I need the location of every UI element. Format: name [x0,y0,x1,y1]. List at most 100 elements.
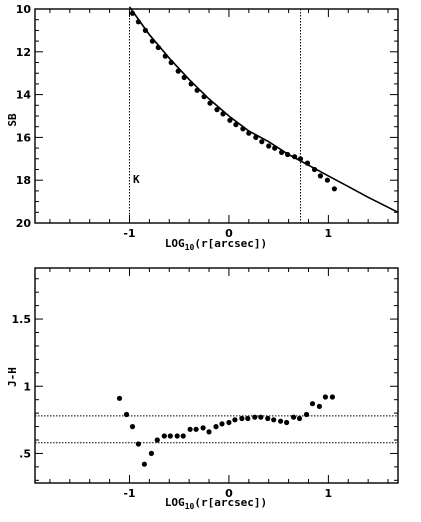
data-point [180,433,186,439]
data-point [246,130,252,136]
data-point [148,450,154,456]
data-point [187,426,193,432]
model-curve [128,6,399,214]
data-point [142,27,148,33]
x-tick-label: 1 [325,227,333,240]
reference-lines [128,9,302,223]
data-point [245,415,251,422]
data-point [206,429,212,435]
data-point [181,74,187,81]
data-point [309,401,316,407]
data-points-group [116,394,335,467]
data-point [331,186,337,192]
x-axis-label-rest: (r[arcsec]) [194,237,267,250]
data-point [278,418,284,424]
x-axis-label-main: LOG [165,237,185,250]
y-tick-label: 10 [16,3,32,16]
data-point [239,415,245,422]
band-annotation: K [133,173,140,186]
x-tick-label: -1 [123,487,135,500]
data-point [252,414,258,420]
data-point [207,100,213,106]
panel-frame [34,267,399,484]
x-axis-label-rest: (r[arcsec]) [194,496,267,509]
y-tick-label: 20 [16,217,32,230]
data-point [135,19,141,25]
y-tick-label: 12 [16,46,31,59]
data-point [272,145,278,151]
data-point [193,426,199,432]
data-point [162,53,168,59]
data-point [201,94,207,100]
data-point [296,415,303,422]
data-point [329,394,335,400]
data-point [311,166,318,173]
data-point [304,160,311,166]
data-point [141,461,147,467]
x-axis-label-main: LOG [165,496,185,509]
reference-lines [35,415,398,444]
data-point [271,417,277,423]
data-point [232,417,238,423]
data-point [168,59,174,66]
data-point [322,394,328,400]
y-tick-label: 1 [23,380,31,393]
data-point [188,81,194,87]
data-point [167,433,173,439]
data-point [279,149,285,155]
data-point [266,143,272,149]
y-axis-label: SB [6,113,19,127]
x-tick-label: 0 [225,487,233,500]
data-point [214,107,220,113]
x-axis-label: LOG10(r[arcsec]) [165,237,267,252]
data-point [285,151,291,158]
x-tick-label: -1 [123,227,135,240]
data-point [149,38,155,44]
y-tick-label: 14 [16,89,32,102]
data-point [129,10,136,16]
y-tick-label: 18 [16,174,31,187]
data-point [259,139,265,145]
x-tick-labels: -1 0 1 [123,227,332,240]
data-point [161,433,167,439]
data-point [129,424,136,430]
x-tick-labels: -1 0 1 [123,487,332,500]
data-point [219,421,225,427]
x-axis-label-sub: 10 [185,243,195,252]
data-point [317,173,323,179]
data-point [297,156,304,162]
data-point [258,414,264,420]
x-tick-label: 1 [325,487,333,500]
x-tick-label: 0 [225,227,233,240]
y-tick-label: 16 [16,131,32,144]
y-tick-labels: .5 1 1.5 [12,313,32,460]
data-point [240,126,246,132]
y-tick-label: 1.5 [12,313,32,326]
y-tick-labels: 10 12 14 16 18 20 [16,3,32,230]
data-point [175,68,181,74]
data-point [291,414,297,420]
data-point [200,425,206,431]
data-points-group [129,10,337,192]
data-point [227,117,233,123]
panel-frame [34,8,399,224]
data-point [194,87,200,93]
data-point [253,134,259,140]
x-axis-label: LOG10(r[arcsec]) [165,496,267,511]
data-point [324,177,330,183]
data-point [220,111,226,117]
data-point [213,424,219,430]
data-point [135,441,141,447]
data-point [123,411,130,418]
data-point [116,395,123,401]
data-point [284,419,290,426]
data-point [265,415,271,422]
color-profile-panel: -1 0 1 .5 1 1.5 J-H LOG10(r[arcsec]) [6,267,399,511]
model-curve-group [128,6,399,214]
data-point [226,419,232,426]
data-point [292,154,298,160]
tick-group [35,8,398,224]
data-point [174,433,180,439]
